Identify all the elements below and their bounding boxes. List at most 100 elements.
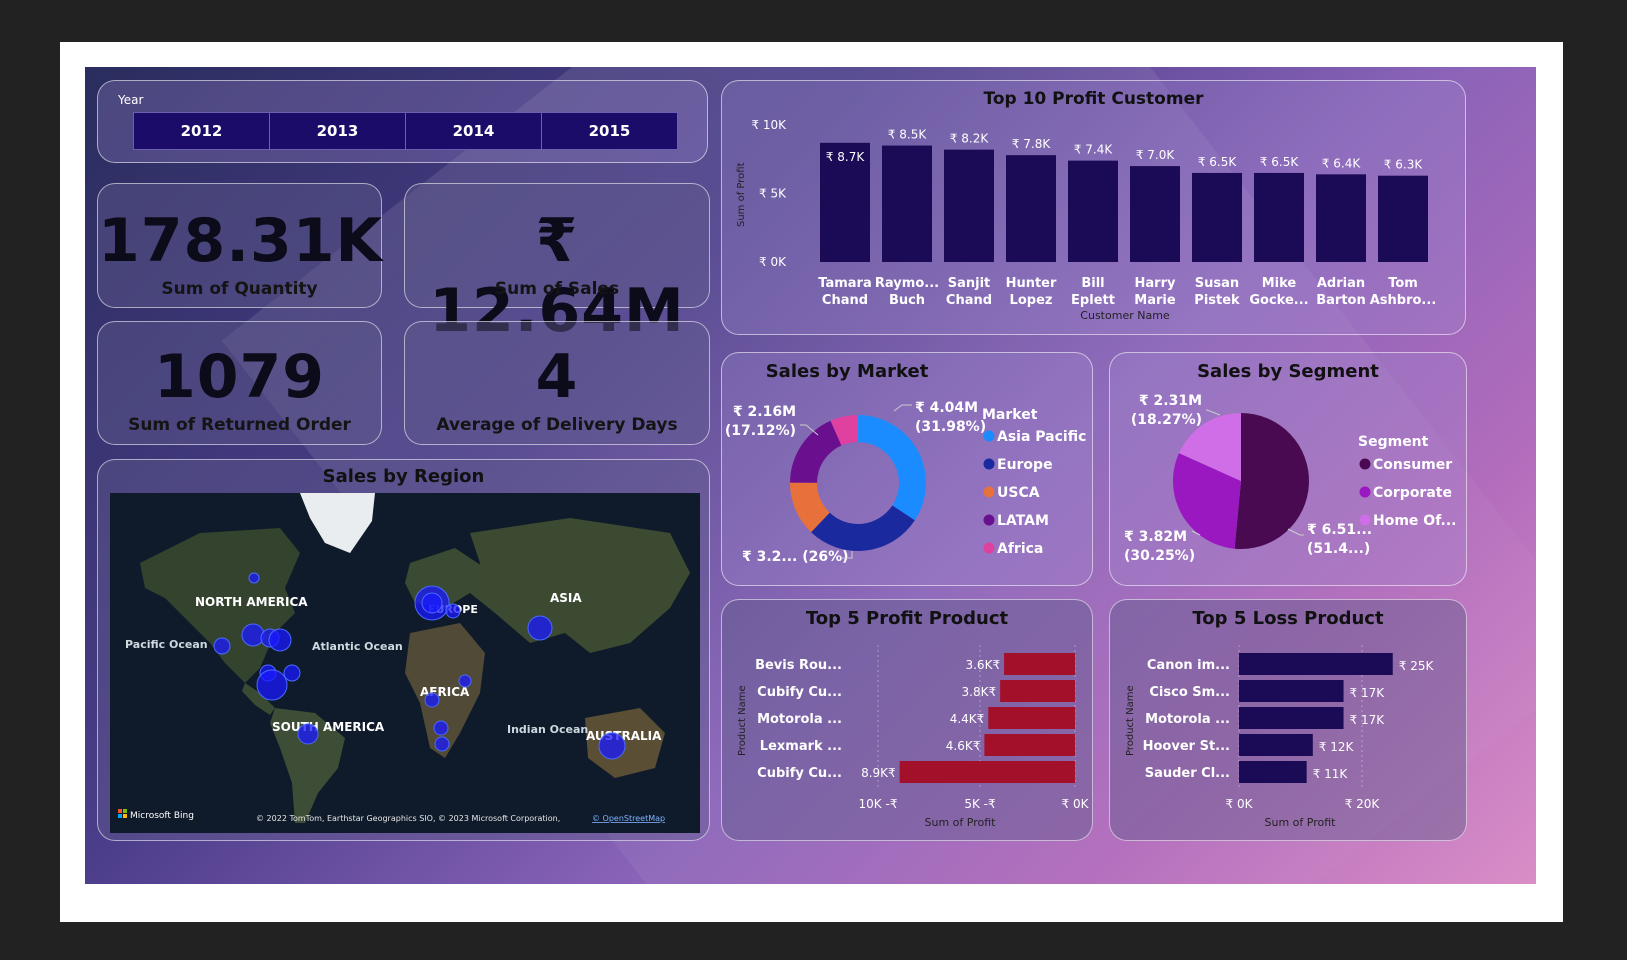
market-title: Sales by Market bbox=[765, 361, 929, 382]
x-tick-label: Pistek bbox=[1194, 293, 1240, 308]
bubble[interactable] bbox=[434, 736, 450, 752]
kpi-quantity-value: 178.31K bbox=[98, 206, 384, 276]
pie-slice[interactable] bbox=[1173, 453, 1241, 549]
bar[interactable] bbox=[944, 149, 994, 262]
bubble[interactable] bbox=[268, 628, 292, 652]
x-tick-label: Tom bbox=[1388, 276, 1418, 291]
data-label: (18.27%) bbox=[1131, 412, 1202, 428]
x-axis-title: Sum of Profit bbox=[925, 816, 997, 829]
legend-marker bbox=[983, 514, 995, 526]
pie-slice[interactable] bbox=[858, 415, 926, 521]
y-tick-label: Motorola ... bbox=[757, 712, 842, 727]
data-label: ₹ 6.3K bbox=[1384, 158, 1424, 172]
year-2013-button[interactable]: 2013 bbox=[269, 112, 406, 150]
kpi-sales-value: ₹ 12.64M bbox=[429, 206, 685, 346]
bar[interactable] bbox=[1239, 761, 1307, 783]
legend-marker bbox=[983, 486, 995, 498]
pie-slice[interactable] bbox=[1178, 413, 1241, 481]
world-map[interactable]: NORTH AMERICA SOUTH AMERICA EUROPE AFRIC… bbox=[110, 493, 700, 833]
x-axis-title: Customer Name bbox=[1080, 309, 1170, 322]
pie-slice[interactable] bbox=[811, 505, 915, 551]
pie-slice[interactable] bbox=[790, 482, 830, 533]
bubble[interactable] bbox=[445, 603, 461, 619]
bar[interactable] bbox=[1316, 174, 1366, 262]
kpi-sales-label: Sum of Sales bbox=[494, 279, 620, 299]
data-label: ₹ 25K bbox=[1399, 659, 1435, 673]
segment-chart[interactable]: ₹ 2.31M (18.27%) ₹ 3.82M (30.25%) ₹ 6.51... (… bbox=[1110, 353, 1468, 587]
data-label: ₹ 3.2... (26%) bbox=[742, 549, 849, 565]
bar[interactable] bbox=[1239, 680, 1344, 702]
data-label: ₹ 7.0K bbox=[1136, 148, 1176, 162]
bubble[interactable] bbox=[458, 674, 472, 688]
legend-item: LATAM bbox=[997, 513, 1049, 529]
bubble[interactable] bbox=[424, 692, 440, 708]
data-label: ₹ 8.5K bbox=[888, 128, 928, 142]
bubble[interactable] bbox=[213, 637, 231, 655]
map-label-indian: Indian Ocean bbox=[507, 723, 588, 736]
legend-marker bbox=[1359, 486, 1371, 498]
map-title: Sales by Region bbox=[322, 466, 485, 487]
bubble[interactable] bbox=[297, 723, 319, 745]
data-label: (31.98%) bbox=[915, 419, 986, 435]
bar[interactable] bbox=[882, 145, 932, 262]
y-tick-label: Lexmark ... bbox=[760, 739, 842, 754]
year-2012-button[interactable]: 2012 bbox=[133, 112, 270, 150]
top5-profit-chart[interactable]: 3.6K₹ Bevis Rou... 3.8K₹ Cubify Cu... 4.4K₹ M… bbox=[722, 600, 1094, 842]
bubble[interactable] bbox=[256, 669, 288, 701]
data-label: ₹ 4.04M bbox=[915, 400, 978, 416]
bar[interactable] bbox=[1006, 155, 1056, 262]
bar[interactable] bbox=[1239, 653, 1393, 675]
x-tick-label: Ashbro... bbox=[1370, 293, 1437, 308]
data-label: ₹ 8.2K bbox=[950, 132, 990, 146]
map-label-north-america: NORTH AMERICA bbox=[195, 595, 308, 609]
top5-loss-chart[interactable]: ₹ 25K Canon im... ₹ 17K Cisco Sm... ₹ 17K Mot… bbox=[1110, 600, 1468, 842]
bar[interactable] bbox=[1000, 680, 1075, 702]
y-tick-label: Motorola ... bbox=[1145, 712, 1230, 727]
top5-profit-title: Top 5 Profit Product bbox=[805, 608, 1009, 629]
bar[interactable] bbox=[1254, 172, 1304, 262]
bar[interactable] bbox=[1130, 166, 1180, 262]
top10-chart[interactable]: ₹ 10K ₹ 5K ₹ 0K Sum of Profit ₹ 8.7K Tamara Ch… bbox=[722, 81, 1467, 336]
bubble[interactable] bbox=[241, 623, 265, 647]
map-label-atlantic: Atlantic Ocean bbox=[312, 640, 403, 653]
bar[interactable] bbox=[1378, 175, 1428, 262]
sales-by-region-card: Sales by Region NORTH AMERICA SOUTH AMER… bbox=[97, 459, 710, 841]
bar[interactable] bbox=[1239, 734, 1313, 756]
year-2015-button[interactable]: 2015 bbox=[541, 112, 678, 150]
map-credits-link[interactable]: © OpenStreetMap bbox=[592, 814, 665, 823]
bar[interactable] bbox=[1068, 160, 1118, 262]
legend-marker bbox=[1359, 514, 1371, 526]
pie-slice[interactable] bbox=[790, 420, 842, 483]
bar[interactable] bbox=[1192, 172, 1242, 262]
kpi-returned-label: Sum of Returned Order bbox=[128, 415, 351, 435]
north-america-shape bbox=[140, 528, 300, 683]
data-label: ₹ 6.5K bbox=[1198, 155, 1238, 169]
data-label: ₹ 6.51... bbox=[1307, 522, 1372, 538]
pie-slice[interactable] bbox=[830, 415, 858, 446]
bubble[interactable] bbox=[598, 732, 626, 760]
bar[interactable] bbox=[1004, 653, 1075, 675]
bubble[interactable] bbox=[421, 592, 443, 614]
bubble[interactable] bbox=[248, 572, 260, 584]
market-chart[interactable]: ₹ 4.04M (31.98%) ₹ 2.16M (17.12%) ₹ 3.2... (… bbox=[722, 353, 1094, 587]
leader-line bbox=[893, 404, 912, 412]
x-tick-label: ₹ 0K bbox=[1062, 797, 1090, 811]
x-tick-label: Chand bbox=[946, 293, 992, 308]
bar[interactable] bbox=[820, 142, 870, 262]
y-tick-label: Canon im... bbox=[1147, 658, 1230, 673]
bar[interactable] bbox=[988, 707, 1075, 729]
year-2014-button[interactable]: 2014 bbox=[405, 112, 542, 150]
bubble[interactable] bbox=[433, 720, 449, 736]
bubble[interactable] bbox=[283, 664, 301, 682]
sales-segment-card: Sales by Segment ₹ 2.31M (18.27%) ₹ 3.82M (… bbox=[1109, 352, 1467, 586]
sales-bubbles bbox=[213, 572, 626, 760]
data-label: (51.4...) bbox=[1307, 541, 1370, 557]
pie-slice[interactable] bbox=[1234, 413, 1309, 549]
bar[interactable] bbox=[1239, 707, 1344, 729]
bubble[interactable] bbox=[527, 615, 553, 641]
data-label: ₹ 6.5K bbox=[1260, 155, 1300, 169]
slicer-title: Year bbox=[118, 93, 144, 107]
report-canvas: Year 2012 2013 2014 2015 178.31K Sum of … bbox=[85, 67, 1536, 884]
bar[interactable] bbox=[899, 761, 1075, 783]
bar[interactable] bbox=[984, 734, 1075, 756]
